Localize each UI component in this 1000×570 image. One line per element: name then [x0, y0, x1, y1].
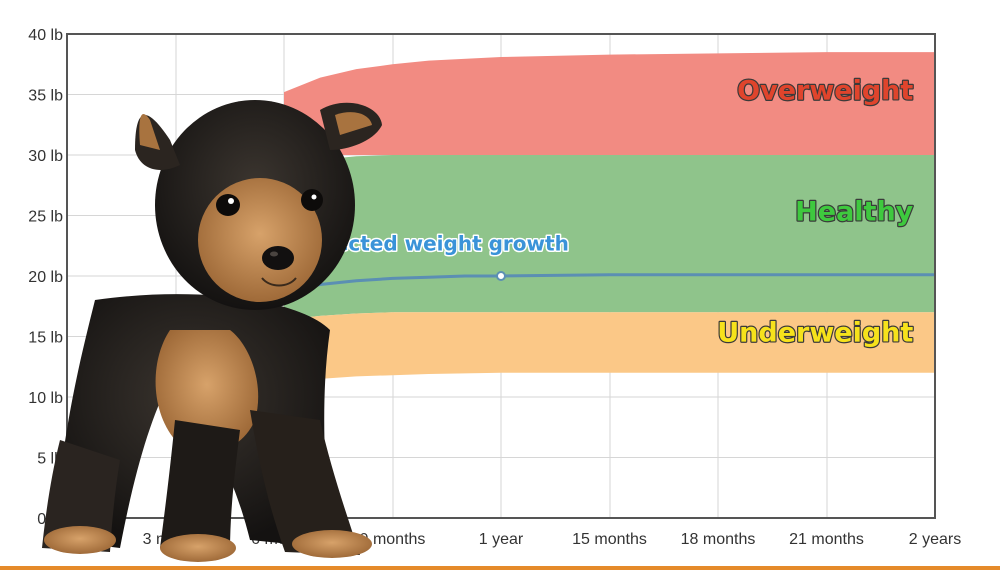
y-tick-label: 20 lb [28, 269, 63, 286]
y-tick-label: 30 lb [28, 148, 63, 165]
y-tick-label: 40 lb [28, 27, 63, 44]
y-tick-label: 35 lb [28, 88, 63, 105]
label-overweight: Overweight [737, 75, 913, 106]
x-tick-label: 2 years [909, 531, 961, 548]
band-underweight [284, 312, 935, 383]
plot-frame [66, 33, 936, 519]
x-tick-label: 15 months [572, 531, 647, 548]
y-tick-label: 10 lb [28, 390, 63, 407]
band-healthy [284, 155, 935, 320]
accent-bar [0, 566, 1000, 570]
growth-marker [496, 271, 506, 281]
y-tick-label: 25 lb [28, 209, 63, 226]
x-tick-label: 18 months [681, 531, 756, 548]
growth-line [283, 273, 935, 292]
y-tick-label: 15 lb [28, 330, 63, 347]
x-tick-label: 21 months [789, 531, 864, 548]
label-healthy: Healthy [795, 196, 914, 227]
band-overweight [284, 52, 935, 155]
yorkie-puppy-image [42, 100, 382, 562]
x-tick-label: 9 months [360, 531, 426, 548]
x-tick-label: 1 year [479, 531, 524, 548]
label-underweight: Underweight [717, 317, 913, 348]
